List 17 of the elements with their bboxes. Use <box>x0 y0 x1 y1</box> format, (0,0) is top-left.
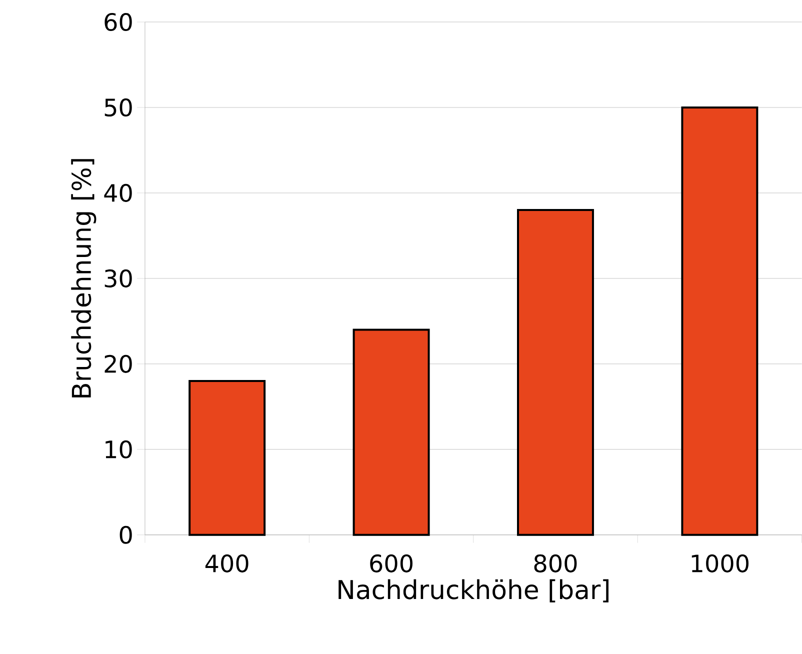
y-tick-label: 50 <box>104 98 132 117</box>
bar <box>517 209 594 536</box>
bar <box>352 328 430 536</box>
x-tick-label: 400 <box>205 554 248 573</box>
x-axis-title: Nachdruckhöhe [bar] <box>338 579 608 602</box>
y-tick-label: 20 <box>104 354 132 374</box>
y-tick-label: 40 <box>104 184 132 202</box>
bar <box>681 106 758 536</box>
y-tick-label: 60 <box>104 13 132 32</box>
y-axis-title: Bruchdehnung [%] <box>71 159 96 398</box>
y-tick-label: 0 <box>120 526 132 544</box>
y-tick-label: 10 <box>106 440 132 459</box>
x-tick-label: 1000 <box>692 554 749 573</box>
bar <box>188 380 266 536</box>
x-tick-label: 800 <box>534 554 577 573</box>
y-tick-label: 30 <box>104 269 132 288</box>
x-tick-label: 600 <box>370 554 412 573</box>
